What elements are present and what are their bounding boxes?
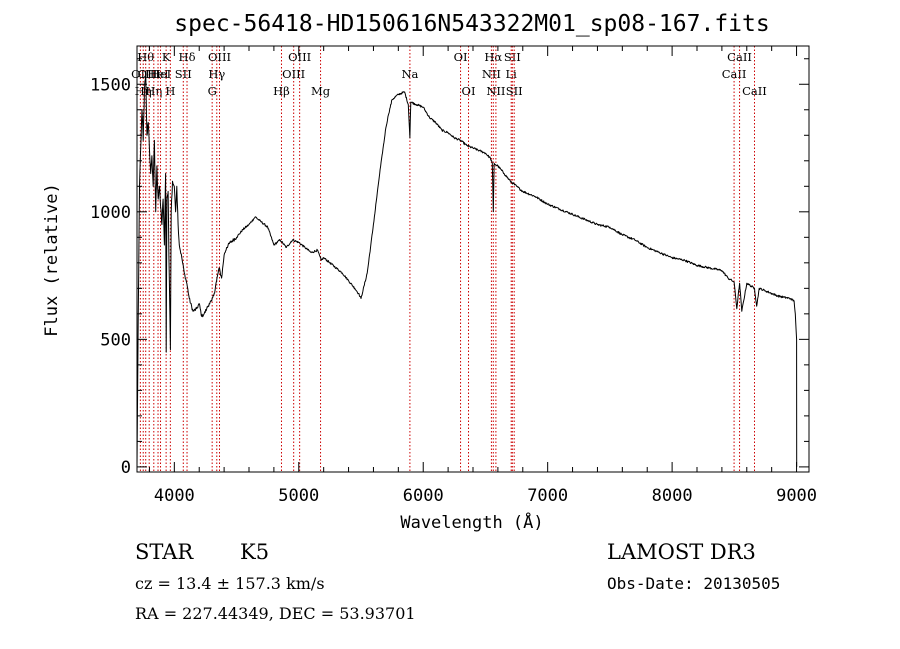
line-marker-label: Hβ <box>273 84 290 98</box>
line-marker-label: HeI <box>150 67 171 81</box>
line-marker-label: OI <box>454 50 468 64</box>
line-marker-label: OIII <box>288 50 311 64</box>
x-tick-label: 4000 <box>154 486 195 506</box>
object-class: STAR <box>135 540 194 564</box>
axis-ticks: 4000 5000 6000 7000 8000 9000 0 500 1000 1500 <box>90 46 817 506</box>
obs-date: Obs-Date: 20130505 <box>607 574 780 593</box>
y-axis-label: Flux (relative) <box>42 183 62 337</box>
x-axis-label: Wavelength (Å) <box>400 511 543 533</box>
x-tick-label: 6000 <box>403 486 444 506</box>
line-marker-label: Hη <box>135 84 152 98</box>
y-tick-label: 500 <box>100 330 131 350</box>
coordinates-text: RA = 227.44349, DEC = 53.93701 <box>135 604 416 623</box>
spectral-subclass: K5 <box>240 540 269 564</box>
spectrum-line <box>136 71 798 467</box>
line-marker-label: Mg <box>311 84 331 98</box>
line-marker-label: SII <box>175 67 192 81</box>
line-marker-label: H <box>165 84 175 98</box>
survey-name: LAMOST DR3 <box>607 540 756 564</box>
y-tick-label: 1500 <box>90 75 131 95</box>
line-marker-label: OIII <box>138 67 161 81</box>
y-tick-label: 0 <box>121 458 131 478</box>
line-marker-label: CaII <box>722 67 747 81</box>
line-marker-label: Hγ <box>208 67 225 81</box>
line-marker-label: CaII <box>742 84 767 98</box>
line-marker-label: CaII <box>727 50 752 64</box>
emission-line-markers: OIIHηHθOIIIHηHeIHeIKHSIIHδGHγOIIIHβOIIIO… <box>131 46 767 472</box>
line-marker-label: OIII <box>208 50 231 64</box>
line-marker-label: SII <box>506 84 523 98</box>
x-tick-label: 8000 <box>652 486 693 506</box>
line-marker-label: Hθ <box>137 50 154 64</box>
line-marker-label: K <box>162 50 171 64</box>
x-tick-label: 9000 <box>776 486 817 506</box>
line-marker-label: NII <box>486 84 505 98</box>
line-marker-label: NII <box>482 67 501 81</box>
line-marker-label: Li <box>506 67 518 81</box>
line-marker-label: Na <box>401 67 418 81</box>
y-tick-label: 1000 <box>90 203 131 223</box>
spectrum-series <box>136 71 798 467</box>
line-marker-label: OI <box>462 84 476 98</box>
plot-frame <box>136 45 810 473</box>
line-marker-label: Hδ <box>179 50 196 64</box>
redshift-text: cz = 13.4 ± 157.3 km/s <box>135 574 325 593</box>
x-tick-label: 5000 <box>278 486 319 506</box>
line-marker-label: HeI <box>147 67 168 81</box>
line-marker-label: G <box>208 84 217 98</box>
line-marker-label: Hη <box>145 84 162 98</box>
line-marker-label: OIII <box>282 67 305 81</box>
line-marker-label: SII <box>504 50 521 64</box>
x-tick-label: 7000 <box>527 486 568 506</box>
chart-title: spec-56418-HD150616N543322M01_sp08-167.f… <box>174 11 769 37</box>
line-marker-label: Hα <box>484 50 502 64</box>
